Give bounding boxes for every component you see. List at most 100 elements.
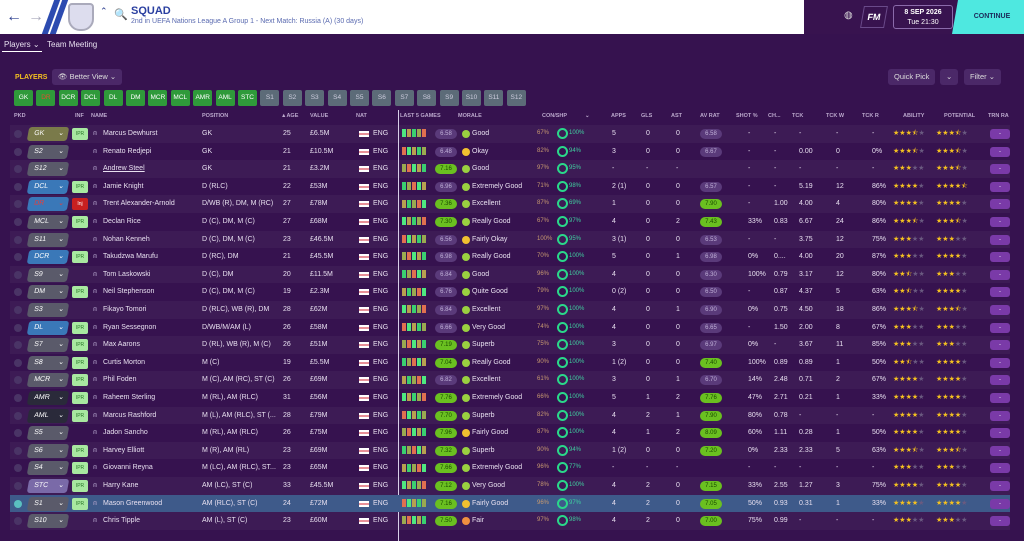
team-crest-icon[interactable]	[68, 3, 94, 31]
player-name[interactable]: Renato Redjepi	[103, 147, 152, 155]
selection-dropdown[interactable]: S4 ⌄	[26, 461, 70, 476]
training-rating[interactable]: -	[990, 322, 1010, 333]
column-header[interactable]: APPS	[611, 113, 626, 119]
table-row[interactable]: S8 ⌄ IPR ⍝ Curtis Morton M (C) 19 £5.5M ENG 7.04 R…	[10, 354, 1010, 372]
selection-dropdown[interactable]: S6 ⌄	[26, 443, 70, 458]
table-row[interactable]: S10 ⌄ ⍝ Chris Tipple AM (L), ST (C) 23 £60M ENG…	[10, 512, 1010, 530]
player-name[interactable]: Tom Laskowski	[103, 270, 151, 278]
pick-checkbox[interactable]	[14, 253, 22, 262]
training-rating[interactable]: -	[990, 252, 1010, 263]
selection-dropdown[interactable]: AMR ⌄	[26, 391, 70, 405]
selection-dropdown[interactable]: S9 ⌄	[26, 267, 70, 282]
table-row[interactable]: S9 ⌄ ⍝ Tom Laskowski D (C), DM 20 £11.5M ENG 6.8…	[10, 265, 1010, 284]
position-filter-s1[interactable]: S1	[260, 90, 280, 106]
player-name[interactable]: Mason Greenwood	[103, 499, 163, 507]
pick-checkbox[interactable]	[14, 358, 22, 367]
player-name[interactable]: Harry Kane	[103, 482, 139, 489]
position-filter-dcr[interactable]: DCR	[58, 90, 78, 106]
player-name[interactable]: Marcus Rashford	[103, 411, 157, 419]
pick-checkbox[interactable]	[14, 323, 22, 332]
tab-players[interactable]: Players ⌄	[4, 40, 40, 49]
selection-dropdown[interactable]: DCR ⌄	[26, 250, 70, 265]
quick-pick-dropdown[interactable]: ⌄	[940, 69, 959, 85]
pick-checkbox[interactable]	[14, 517, 22, 526]
selection-dropdown[interactable]: GK ⌄	[26, 127, 70, 141]
player-name[interactable]: Phil Foden	[103, 376, 137, 384]
training-rating[interactable]: -	[990, 428, 1010, 439]
table-row[interactable]: GK ⌄ IPR ⍝ Marcus Dewhurst GK 25 £6.5M ENG 6.58 Go…	[10, 125, 1010, 143]
selection-dropdown[interactable]: DCL ⌄	[26, 179, 70, 194]
position-filter-s9[interactable]: S9	[439, 90, 459, 106]
view-selector[interactable]: 👁 Better View ⌄	[52, 69, 123, 85]
selection-dropdown[interactable]: S2 ⌄	[26, 144, 70, 159]
training-rating[interactable]: -	[990, 393, 1010, 403]
position-filter-mcr[interactable]: MCR	[148, 90, 168, 106]
player-name[interactable]: Jamie Knight	[103, 182, 144, 190]
column-header[interactable]: TCK W	[826, 113, 845, 119]
selection-dropdown[interactable]: S7 ⌄	[26, 338, 70, 353]
player-name[interactable]: Chris Tipple	[103, 517, 140, 525]
table-row[interactable]: S2 ⌄ ⍝ Renato Redjepi GK 21 £10.5M ENG 6.48 Okay 8…	[10, 143, 1010, 161]
player-name[interactable]: Jadon Sancho	[103, 429, 148, 437]
pick-checkbox[interactable]	[14, 411, 22, 420]
table-row[interactable]: MCL ⌄ IPR ⍝ Declan Rice D (C), DM, M (C) 27 £68…	[10, 213, 1010, 231]
pick-checkbox[interactable]	[14, 235, 22, 244]
player-name[interactable]: Max Aarons	[103, 341, 140, 349]
column-header[interactable]: NAME	[91, 113, 108, 119]
position-filter-gk[interactable]: GK	[14, 90, 33, 106]
column-header[interactable]: TRN RA	[988, 113, 1009, 119]
position-filter-dcl[interactable]: DCL	[81, 90, 101, 106]
pick-checkbox[interactable]	[14, 394, 22, 402]
training-rating[interactable]: -	[990, 181, 1010, 192]
table-row[interactable]: S11 ⌄ ⍝ Nohan Kenneh D (C), DM, M (C) 23 £46.5…	[10, 230, 1010, 249]
pick-checkbox[interactable]	[14, 341, 22, 350]
column-header[interactable]: PKD	[14, 113, 26, 119]
column-header[interactable]: POSITION	[202, 113, 229, 119]
player-name[interactable]: Andrew Steel	[103, 165, 145, 173]
selection-dropdown[interactable]: S12 ⌄	[26, 162, 70, 177]
player-name[interactable]: Curtis Morton	[103, 358, 146, 366]
column-header[interactable]: VALUE	[310, 113, 329, 119]
quick-pick-button[interactable]: Quick Pick	[888, 69, 936, 85]
selection-dropdown[interactable]: DM ⌄	[26, 285, 70, 300]
table-row[interactable]: S6 ⌄ IPR ⍝ Harvey Elliott M (R), AM (RL) 23 £69…	[10, 441, 1010, 460]
column-header[interactable]: TCK R	[862, 113, 879, 119]
selection-dropdown[interactable]: DL ⌄	[26, 320, 70, 335]
training-rating[interactable]: -	[990, 305, 1010, 315]
training-rating[interactable]: -	[990, 445, 1010, 456]
table-row[interactable]: S1 ⌄ IPR ⍝ Mason Greenwood AM (RLC), ST (C) 24…	[10, 494, 1010, 513]
selection-dropdown[interactable]: S3 ⌄	[26, 303, 70, 317]
column-header[interactable]: POTENTIAL	[944, 113, 976, 119]
column-header[interactable]: TCK	[792, 113, 804, 119]
training-rating[interactable]: -	[990, 516, 1010, 527]
pick-checkbox[interactable]	[14, 306, 22, 314]
training-rating[interactable]: -	[990, 199, 1010, 210]
player-name[interactable]: Trent Alexander-Arnold	[103, 200, 175, 208]
table-row[interactable]: S5 ⌄ ⍝ Jadon Sancho M (RL), AM (RLC) 26 £75M EN…	[10, 424, 1010, 442]
pick-checkbox[interactable]	[14, 130, 22, 138]
training-rating[interactable]: -	[990, 340, 1010, 351]
column-header[interactable]: ABILITY	[903, 113, 925, 119]
player-name[interactable]: Raheem Sterling	[103, 394, 156, 401]
column-header[interactable]: NAT	[356, 113, 367, 119]
pick-checkbox[interactable]	[14, 482, 22, 490]
position-filter-s12[interactable]: S12	[506, 90, 526, 106]
back-button[interactable]: ←	[6, 8, 22, 25]
continue-button[interactable]: CONTINUE	[952, 0, 1024, 34]
pick-checkbox[interactable]	[14, 270, 22, 279]
selection-dropdown[interactable]: S11 ⌄	[26, 232, 70, 247]
position-filter-amr[interactable]: AMR	[193, 90, 213, 106]
team-switch-chevrons-icon[interactable]: ⌃	[100, 6, 108, 16]
position-filter-s2[interactable]: S2	[282, 90, 302, 106]
table-row[interactable]: DCR ⌄ IPR ⍝ Takudzwa Marufu D (RC), DM 21 £45.5…	[10, 248, 1010, 266]
column-header[interactable]: CH...	[768, 113, 781, 119]
training-rating[interactable]: -	[990, 164, 1010, 175]
player-name[interactable]: Marcus Dewhurst	[103, 130, 158, 137]
training-rating[interactable]: -	[990, 410, 1010, 421]
training-rating[interactable]: -	[990, 269, 1010, 280]
training-rating[interactable]: -	[990, 129, 1010, 139]
player-name[interactable]: Giovanni Reyna	[103, 464, 153, 472]
training-rating[interactable]: -	[990, 217, 1010, 227]
pick-checkbox[interactable]	[14, 165, 22, 174]
player-name[interactable]: Nohan Kenneh	[103, 235, 150, 243]
